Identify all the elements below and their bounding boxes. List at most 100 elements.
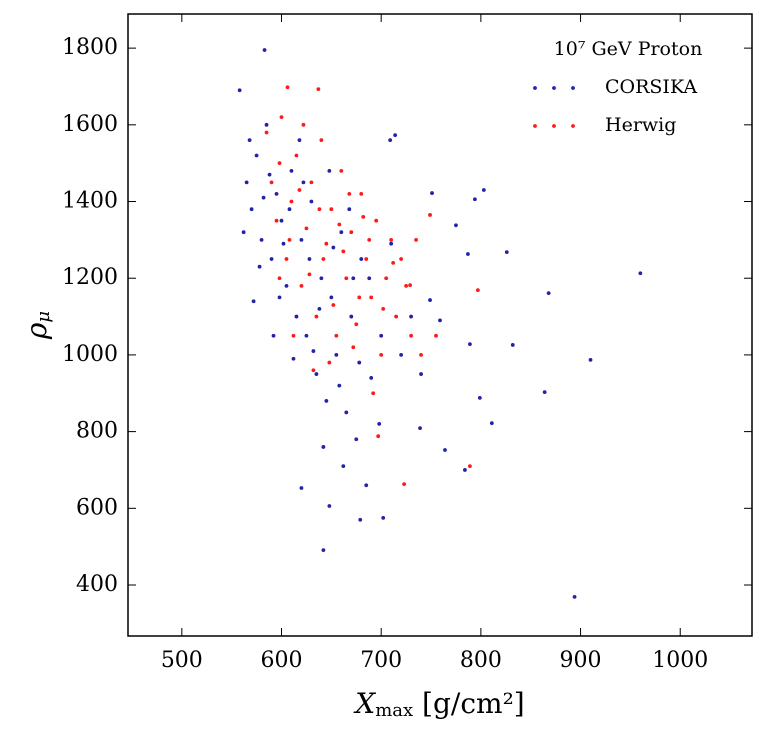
data-point bbox=[287, 207, 292, 212]
data-point bbox=[269, 257, 274, 261]
data-point bbox=[257, 264, 262, 269]
data-point bbox=[324, 399, 329, 403]
data-point bbox=[274, 191, 279, 196]
data-point bbox=[307, 257, 312, 261]
data-point bbox=[304, 226, 309, 231]
data-point bbox=[319, 138, 324, 143]
data-point bbox=[463, 468, 467, 472]
data-point bbox=[364, 483, 369, 488]
data-point bbox=[357, 295, 362, 300]
data-point bbox=[347, 191, 352, 196]
data-point bbox=[391, 260, 396, 265]
data-point bbox=[279, 218, 284, 223]
y-label-main: ρ bbox=[20, 322, 53, 340]
data-point bbox=[428, 298, 432, 302]
data-point bbox=[284, 257, 289, 261]
data-point bbox=[428, 213, 432, 217]
data-point bbox=[299, 237, 304, 242]
data-point bbox=[404, 283, 409, 288]
legend-marker bbox=[571, 124, 575, 128]
data-point bbox=[393, 133, 398, 138]
data-point bbox=[237, 88, 242, 93]
data-point bbox=[434, 333, 438, 338]
data-point bbox=[277, 161, 282, 166]
data-point bbox=[344, 410, 349, 415]
data-point bbox=[357, 360, 362, 365]
data-point bbox=[297, 188, 302, 192]
data-point bbox=[264, 122, 269, 127]
data-point bbox=[381, 515, 386, 520]
data-point bbox=[542, 390, 547, 395]
data-point bbox=[279, 115, 284, 120]
data-point bbox=[264, 130, 269, 135]
data-point bbox=[388, 138, 393, 143]
data-point bbox=[334, 333, 339, 338]
data-point bbox=[399, 257, 404, 261]
data-point bbox=[339, 230, 344, 235]
x-label-rest: [g/cm²] bbox=[413, 687, 525, 720]
legend-title: 10⁷ GeV Proton bbox=[554, 38, 703, 60]
data-point bbox=[299, 486, 304, 490]
x-tick-label: 600 bbox=[261, 648, 303, 673]
plot-area bbox=[237, 48, 643, 599]
y-tick-label: 1400 bbox=[62, 189, 118, 214]
data-point bbox=[349, 230, 354, 235]
data-point bbox=[321, 445, 326, 449]
data-point bbox=[294, 153, 299, 158]
data-point bbox=[359, 257, 364, 261]
data-point bbox=[267, 172, 272, 177]
data-point bbox=[281, 241, 286, 246]
data-point bbox=[430, 191, 434, 195]
data-point bbox=[377, 422, 382, 426]
data-point bbox=[354, 437, 359, 442]
y-tick-label: 1200 bbox=[62, 265, 118, 290]
data-point bbox=[285, 85, 290, 90]
data-point bbox=[468, 464, 472, 469]
x-tick-label: 1000 bbox=[652, 648, 708, 673]
y-tick-label: 1600 bbox=[62, 112, 118, 137]
data-point bbox=[481, 188, 486, 192]
data-point bbox=[321, 257, 326, 261]
y-tick-label: 1800 bbox=[62, 35, 118, 60]
data-point bbox=[277, 295, 282, 300]
y-axis-label: ρμ bbox=[20, 311, 55, 340]
data-point bbox=[572, 594, 577, 599]
data-point bbox=[284, 283, 289, 288]
data-point bbox=[376, 434, 381, 439]
data-point bbox=[294, 314, 299, 319]
y-tick-label: 600 bbox=[76, 495, 118, 520]
data-point bbox=[466, 252, 470, 256]
data-point bbox=[337, 222, 342, 227]
data-point bbox=[241, 230, 246, 235]
y-tick-label: 1000 bbox=[62, 342, 118, 367]
data-point bbox=[259, 237, 264, 242]
x-tick-label: 900 bbox=[560, 648, 602, 673]
data-point bbox=[321, 548, 326, 553]
data-point bbox=[438, 318, 442, 323]
data-point bbox=[369, 376, 374, 380]
data-point bbox=[419, 372, 423, 376]
data-point bbox=[331, 303, 336, 307]
data-point bbox=[374, 218, 379, 223]
data-point bbox=[379, 353, 384, 357]
data-point bbox=[311, 368, 316, 373]
legend-marker bbox=[533, 86, 537, 90]
x-tick-label: 700 bbox=[360, 648, 402, 673]
data-point bbox=[317, 306, 322, 311]
data-point bbox=[381, 306, 386, 311]
data-point bbox=[329, 207, 334, 212]
data-point bbox=[389, 237, 394, 242]
data-point bbox=[247, 138, 252, 143]
data-point bbox=[324, 241, 329, 246]
data-point bbox=[251, 299, 256, 304]
x-label-sub: max bbox=[375, 700, 413, 721]
data-point bbox=[419, 353, 423, 357]
data-point bbox=[301, 122, 306, 127]
data-point bbox=[254, 153, 259, 158]
data-point bbox=[314, 372, 319, 376]
data-point bbox=[301, 180, 306, 185]
data-point bbox=[409, 314, 413, 319]
data-point bbox=[261, 195, 266, 200]
data-point bbox=[341, 464, 346, 469]
data-point bbox=[414, 237, 418, 242]
